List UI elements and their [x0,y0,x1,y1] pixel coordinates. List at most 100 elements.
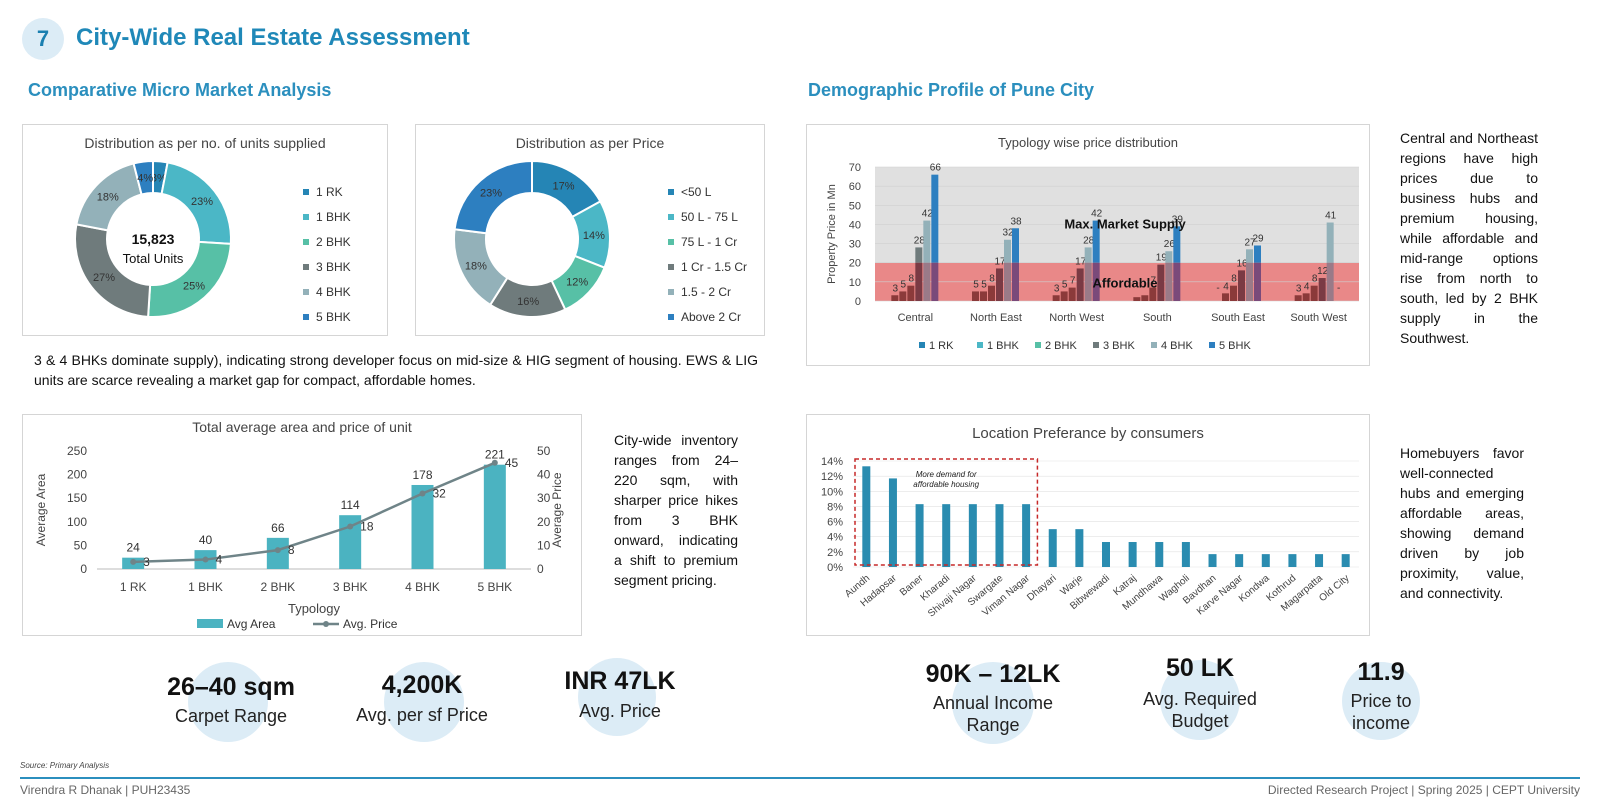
price-slice-label: 12% [566,276,588,288]
typology-bar-affordable [1004,262,1011,301]
price-line [133,461,496,564]
typology-bar-label: 4 [1223,281,1229,292]
legend-swatch [303,213,309,220]
typology-bar-affordable [1165,262,1173,301]
typology-bar-label: 17 [994,256,1006,267]
units-slice-label: 27% [93,272,115,284]
units-slice-label: 3% [151,172,167,184]
typology-bar-label: 39 [1172,214,1184,225]
units-slice-label: 18% [97,192,119,204]
location-chart-title: Location Preferance by consumers [972,425,1204,442]
location-bar [968,504,977,567]
typology-bar-affordable [980,291,987,301]
y-axis-tick: 50 [849,200,861,212]
units-slice-5 [132,159,154,196]
legend-label: 5 BHK [316,309,351,324]
price-point [347,523,354,530]
legend-swatch [668,188,674,195]
y-axis-tick: 30 [849,239,861,251]
units-legend-item: 1 RK [303,179,351,204]
typology-bar-label: 3 [1054,283,1060,294]
inventory-paragraph: City-wide inventory ranges from 24–220 s… [614,432,738,588]
category-tick: 1 RK [120,580,147,594]
typology-bar-label: - [1216,283,1219,294]
left-axis-tick: 200 [67,468,87,482]
section-title-left: Comparative Micro Market Analysis [28,80,332,100]
area-bar-label: 221 [485,448,505,462]
right-axis-tick: 40 [537,468,551,482]
typology-bar-affordable [1092,262,1100,301]
typology-bar-affordable [1068,287,1076,301]
typology-bar-affordable [1141,295,1149,301]
legend-swatch [977,342,983,348]
typology-bar-affordable [1076,268,1084,301]
legend-label-area: Avg Area [227,617,276,631]
legend-swatch [303,238,309,245]
left-axis-tick: 100 [67,515,87,529]
left-axis-tick: 250 [67,444,87,458]
location-tick: Kondwa [1237,573,1272,605]
location-bar [1235,554,1244,567]
annotation-line-1: More demand for [916,470,977,479]
price-point [491,459,498,466]
typology-bar-label: 7 [1070,276,1076,287]
price-slice-label: 16% [517,296,539,308]
legend-label: <50 L [681,184,712,199]
legend-label: 1 BHK [987,340,1019,352]
location-bar [1048,529,1057,567]
typology-bar [1165,251,1173,263]
typology-bar [1246,249,1253,263]
footer-divider [20,777,1580,779]
typology-bar-label: 42 [1091,209,1103,220]
price-point-label: 3 [143,555,150,569]
kpi-bubble [952,662,1034,744]
typology-chart-title: Typology wise price distribution [998,135,1178,150]
typology-bar-affordable [923,262,931,301]
typology-bar [1173,226,1181,263]
region-tick: South West [1290,312,1347,324]
left-axis-tick: 50 [74,538,88,552]
location-bar [942,504,951,567]
band-label-max-supply: Max. Market Supply [1064,216,1186,231]
typology-bar-label: 27 [1244,237,1256,248]
legend-label: 1 RK [929,340,954,352]
area-bar [483,464,506,569]
page-title: City-Wide Real Estate Assessment [76,24,470,51]
price-point [202,556,209,563]
price-chart-title: Distribution as per Price [515,135,665,151]
typology-bar-affordable [1326,262,1334,301]
typology-bar-label: 28 [1083,235,1095,246]
price-point [419,490,426,497]
price-point-label: 8 [288,543,295,557]
kpi-price-income-value: 11.9 [1357,658,1405,686]
location-bar [1075,529,1084,567]
location-bar [995,504,1004,567]
legend-label: 1 RK [316,184,343,199]
legend-swatch [303,313,309,320]
typology-bar-label: 66 [930,163,942,174]
typology-bar-label: - [1337,283,1340,294]
kpi-bubble [1342,662,1420,740]
legend-label: 4 BHK [316,284,351,299]
typology-bar-label: 16 [1236,258,1248,269]
y-axis-tick: 40 [849,219,861,231]
legend-swatch [303,263,309,270]
location-bar [1128,542,1137,567]
location-bar [1341,554,1350,567]
area-bar-label: 114 [341,498,360,512]
band-label-affordable: Affordable [1093,276,1158,291]
typology-bar-affordable [1246,262,1253,301]
typology-bar-affordable [1084,262,1092,301]
typology-bar-affordable [1149,287,1157,301]
legend-swatch [668,213,674,220]
typology-bar-label: 8 [989,274,995,285]
legend-swatch-area [197,619,223,628]
right-axis-tick: 30 [537,491,551,505]
area-price-chart: 0 50 100 150 200 250 0 10 20 30 40 50 24 1 RK 40 1 BHK 6… [34,444,564,631]
left-axis-tick: 150 [67,491,87,505]
typology-bar-affordable [1294,295,1302,301]
typology-bar [923,220,931,263]
legend-label: 1 Cr - 1.5 Cr [681,259,748,274]
typology-bar-label: 5 [901,279,907,290]
typology-bar-label: 8 [909,274,915,285]
